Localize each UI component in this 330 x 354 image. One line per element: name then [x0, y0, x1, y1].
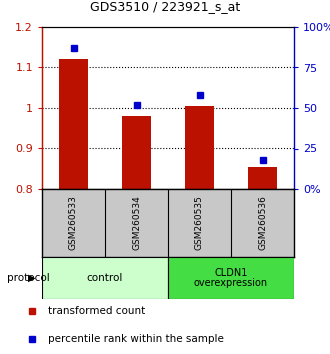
Bar [168, 257, 294, 299]
Text: percentile rank within the sample: percentile rank within the sample [48, 333, 224, 344]
Text: GDS3510 / 223921_s_at: GDS3510 / 223921_s_at [90, 0, 240, 13]
Bar [185, 106, 214, 189]
Bar [248, 167, 277, 189]
Text: transformed count: transformed count [48, 306, 145, 316]
Text: GSM260535: GSM260535 [195, 195, 204, 250]
Text: CLDN1
overexpression: CLDN1 overexpression [194, 268, 268, 289]
Bar [59, 59, 88, 189]
Bar [42, 257, 168, 299]
Text: GSM260534: GSM260534 [132, 196, 141, 250]
Text: protocol: protocol [7, 273, 50, 283]
Text: GSM260533: GSM260533 [69, 195, 78, 250]
Bar [122, 116, 151, 189]
Text: ▶: ▶ [28, 273, 35, 283]
Text: control: control [87, 273, 123, 283]
Text: GSM260536: GSM260536 [258, 195, 267, 250]
